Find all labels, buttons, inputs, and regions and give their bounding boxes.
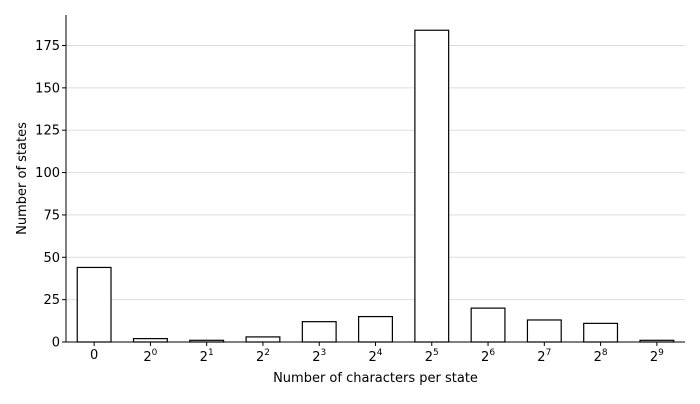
x-tick-base: 2 (594, 350, 602, 365)
x-axis-label: Number of characters per state (273, 371, 478, 386)
bar (132, 338, 168, 343)
x-tick-base: 0 (90, 348, 98, 363)
bar (526, 319, 562, 343)
x-tick-exponent: 2 (264, 348, 270, 358)
x-tick-exponent: 4 (377, 348, 383, 358)
y-tick-label: 125 (35, 124, 60, 139)
x-tick-base: 2 (425, 350, 433, 365)
y-tick-label: 150 (35, 81, 60, 96)
x-ticks: 0 20 21 22 23 24 25 26 27 28 29 (90, 342, 664, 365)
y-ticks: 0 25 50 75 100 125 150 175 (35, 39, 66, 351)
x-tick-label: 23 (312, 348, 326, 365)
y-tick-label: 175 (35, 39, 60, 54)
x-tick-exponent: 8 (602, 348, 608, 358)
axes (65, 15, 685, 343)
x-tick-label: 24 (368, 348, 382, 365)
y-tick-label: 50 (43, 251, 60, 266)
x-tick-label: 28 (594, 348, 608, 365)
x-tick-exponent: 0 (152, 348, 158, 358)
x-tick-exponent: 3 (321, 348, 327, 358)
x-tick-exponent: 6 (489, 348, 495, 358)
x-tick-base: 2 (368, 350, 376, 365)
x-tick-exponent: 1 (208, 348, 214, 358)
x-tick-exponent: 7 (546, 348, 552, 358)
x-tick-label: 29 (650, 348, 664, 365)
x-tick-label: 27 (537, 348, 551, 365)
x-tick-base: 2 (537, 350, 545, 365)
x-tick-base: 2 (256, 350, 264, 365)
y-tick-label: 75 (43, 208, 60, 223)
x-tick-label: 22 (256, 348, 270, 365)
bar (583, 322, 619, 343)
x-tick-label: 21 (200, 348, 214, 365)
gridlines (66, 44, 685, 301)
x-tick-base: 2 (312, 350, 320, 365)
x-tick-exponent: 5 (433, 348, 439, 358)
y-tick-label: 0 (52, 336, 60, 351)
bar (414, 29, 450, 343)
x-tick-base: 2 (650, 350, 658, 365)
y-tick-label: 100 (35, 166, 60, 181)
bar (470, 307, 506, 343)
bars (76, 29, 675, 343)
x-tick-base: 2 (200, 350, 208, 365)
x-tick-label: 0 (90, 348, 98, 363)
y-tick-label: 25 (43, 293, 60, 308)
x-tick-label: 20 (143, 348, 157, 365)
bar (245, 336, 281, 343)
bar (358, 315, 393, 343)
x-tick-label: 26 (481, 348, 495, 365)
x-tick-label: 25 (425, 348, 439, 365)
x-tick-base: 2 (143, 350, 151, 365)
bar (76, 266, 112, 343)
x-tick-exponent: 9 (658, 348, 664, 358)
y-axis-label: Number of states (15, 122, 30, 235)
x-tick-base: 2 (481, 350, 489, 365)
bar (301, 321, 337, 343)
